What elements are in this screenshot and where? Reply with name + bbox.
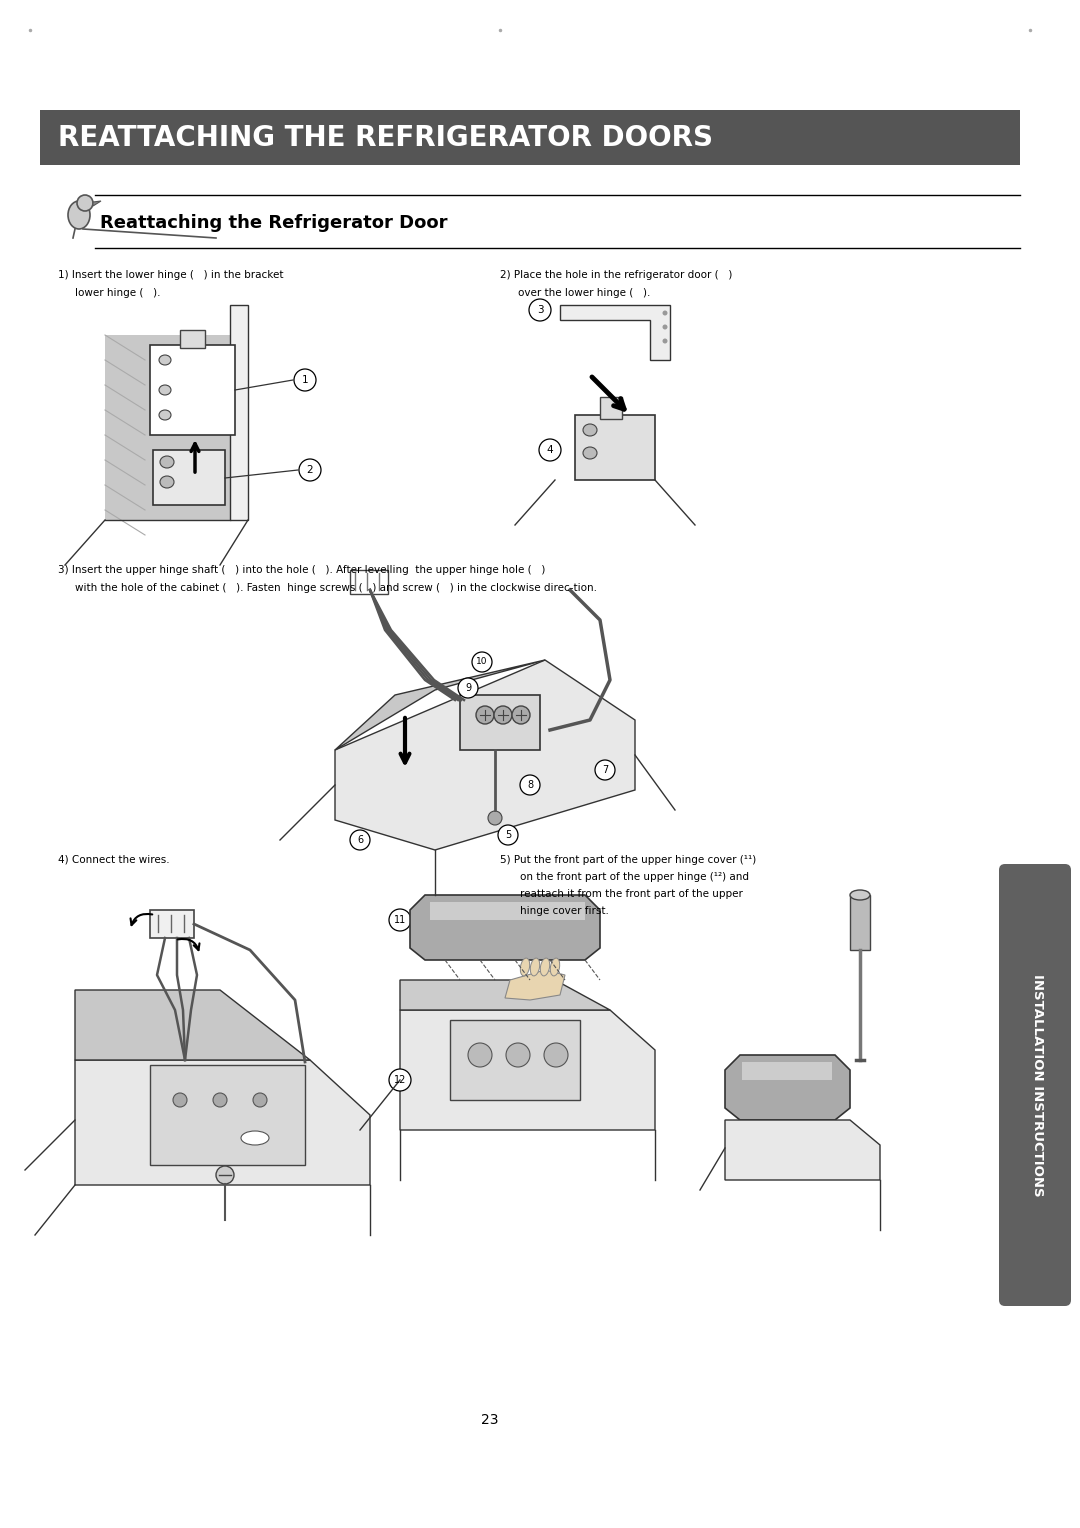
Ellipse shape <box>159 410 171 420</box>
Circle shape <box>488 811 502 825</box>
Ellipse shape <box>540 958 550 976</box>
Text: reattach it from the front part of the upper: reattach it from the front part of the u… <box>519 889 743 898</box>
Bar <box>430 902 585 920</box>
Polygon shape <box>561 306 670 361</box>
Polygon shape <box>505 970 565 999</box>
Bar <box>105 335 230 520</box>
Ellipse shape <box>160 455 174 468</box>
Text: 11: 11 <box>394 915 406 924</box>
Text: 5: 5 <box>504 830 511 840</box>
Ellipse shape <box>583 448 597 458</box>
Polygon shape <box>75 990 310 1060</box>
Text: 1: 1 <box>301 374 308 385</box>
Text: 2) Place the hole in the refrigerator door (   ): 2) Place the hole in the refrigerator do… <box>500 270 732 280</box>
Text: on the front part of the upper hinge (¹²) and: on the front part of the upper hinge (¹²… <box>519 872 750 882</box>
Bar <box>600 397 622 419</box>
Circle shape <box>507 1044 530 1067</box>
Ellipse shape <box>160 477 174 487</box>
Circle shape <box>662 339 667 344</box>
Circle shape <box>389 1070 411 1091</box>
Ellipse shape <box>159 354 171 365</box>
Text: 4: 4 <box>546 445 553 455</box>
Circle shape <box>512 706 530 724</box>
Bar <box>742 1062 832 1080</box>
Circle shape <box>472 652 492 672</box>
Circle shape <box>294 368 316 391</box>
Circle shape <box>77 196 93 211</box>
Text: REATTACHING THE REFRIGERATOR DOORS: REATTACHING THE REFRIGERATOR DOORS <box>58 124 713 151</box>
Text: 3: 3 <box>537 306 543 315</box>
Circle shape <box>662 310 667 315</box>
Circle shape <box>216 1166 234 1184</box>
Ellipse shape <box>159 385 171 396</box>
Text: Reattaching the Refrigerator Door: Reattaching the Refrigerator Door <box>100 214 447 232</box>
Circle shape <box>494 706 512 724</box>
FancyBboxPatch shape <box>999 863 1071 1306</box>
Polygon shape <box>725 1054 850 1120</box>
Bar <box>150 1065 305 1164</box>
Polygon shape <box>335 660 545 750</box>
Bar <box>180 330 205 348</box>
Circle shape <box>519 775 540 795</box>
Bar <box>350 570 388 594</box>
Ellipse shape <box>241 1131 269 1144</box>
Text: 1) Insert the lower hinge (   ) in the bracket: 1) Insert the lower hinge ( ) in the bra… <box>58 270 283 280</box>
Polygon shape <box>400 979 610 1010</box>
Circle shape <box>213 1093 227 1106</box>
Ellipse shape <box>521 958 529 976</box>
Bar <box>150 345 235 435</box>
Ellipse shape <box>583 423 597 435</box>
Text: 9: 9 <box>464 683 471 694</box>
Bar <box>150 911 194 938</box>
Text: 4) Connect the wires.: 4) Connect the wires. <box>58 856 170 865</box>
Circle shape <box>544 1044 568 1067</box>
Polygon shape <box>725 1120 880 1180</box>
Text: 3) Insert the upper hinge shaft (   ) into the hole (   ). After levelling  the : 3) Insert the upper hinge shaft ( ) into… <box>58 565 545 575</box>
Text: 6: 6 <box>356 834 363 845</box>
Text: 23: 23 <box>482 1413 499 1427</box>
Text: lower hinge (   ).: lower hinge ( ). <box>75 287 161 298</box>
Text: 10: 10 <box>476 657 488 666</box>
Circle shape <box>476 706 494 724</box>
Text: over the lower hinge (   ).: over the lower hinge ( ). <box>518 287 650 298</box>
Text: with the hole of the cabinet (   ). Fasten  hinge screws (   ) and screw (   ) i: with the hole of the cabinet ( ). Fasten… <box>75 584 597 593</box>
Text: hinge cover first.: hinge cover first. <box>519 906 609 915</box>
Text: 12: 12 <box>394 1076 406 1085</box>
Bar <box>40 110 1020 165</box>
Polygon shape <box>75 1060 370 1186</box>
Text: 7: 7 <box>602 766 608 775</box>
Circle shape <box>299 458 321 481</box>
Ellipse shape <box>530 958 540 976</box>
Circle shape <box>662 324 667 330</box>
Polygon shape <box>93 202 102 206</box>
Ellipse shape <box>551 958 559 976</box>
Text: 8: 8 <box>527 779 534 790</box>
Text: 5) Put the front part of the upper hinge cover (¹¹): 5) Put the front part of the upper hinge… <box>500 856 756 865</box>
Circle shape <box>595 759 615 779</box>
Circle shape <box>173 1093 187 1106</box>
Text: 2: 2 <box>307 465 313 475</box>
Bar <box>153 451 225 504</box>
Circle shape <box>253 1093 267 1106</box>
Bar <box>575 416 654 480</box>
Bar <box>850 895 870 950</box>
Polygon shape <box>410 895 600 960</box>
Ellipse shape <box>68 202 90 229</box>
Polygon shape <box>400 1010 654 1131</box>
Circle shape <box>498 825 518 845</box>
Text: INSTALLATION INSTRUCTIONS: INSTALLATION INSTRUCTIONS <box>1030 973 1043 1196</box>
Bar <box>460 695 540 750</box>
Circle shape <box>389 909 411 931</box>
Bar <box>230 306 248 520</box>
Ellipse shape <box>850 889 870 900</box>
Circle shape <box>529 299 551 321</box>
Circle shape <box>350 830 370 850</box>
Circle shape <box>458 678 478 698</box>
Polygon shape <box>335 660 635 850</box>
Circle shape <box>539 439 561 461</box>
Circle shape <box>468 1044 492 1067</box>
Bar <box>450 1021 580 1100</box>
